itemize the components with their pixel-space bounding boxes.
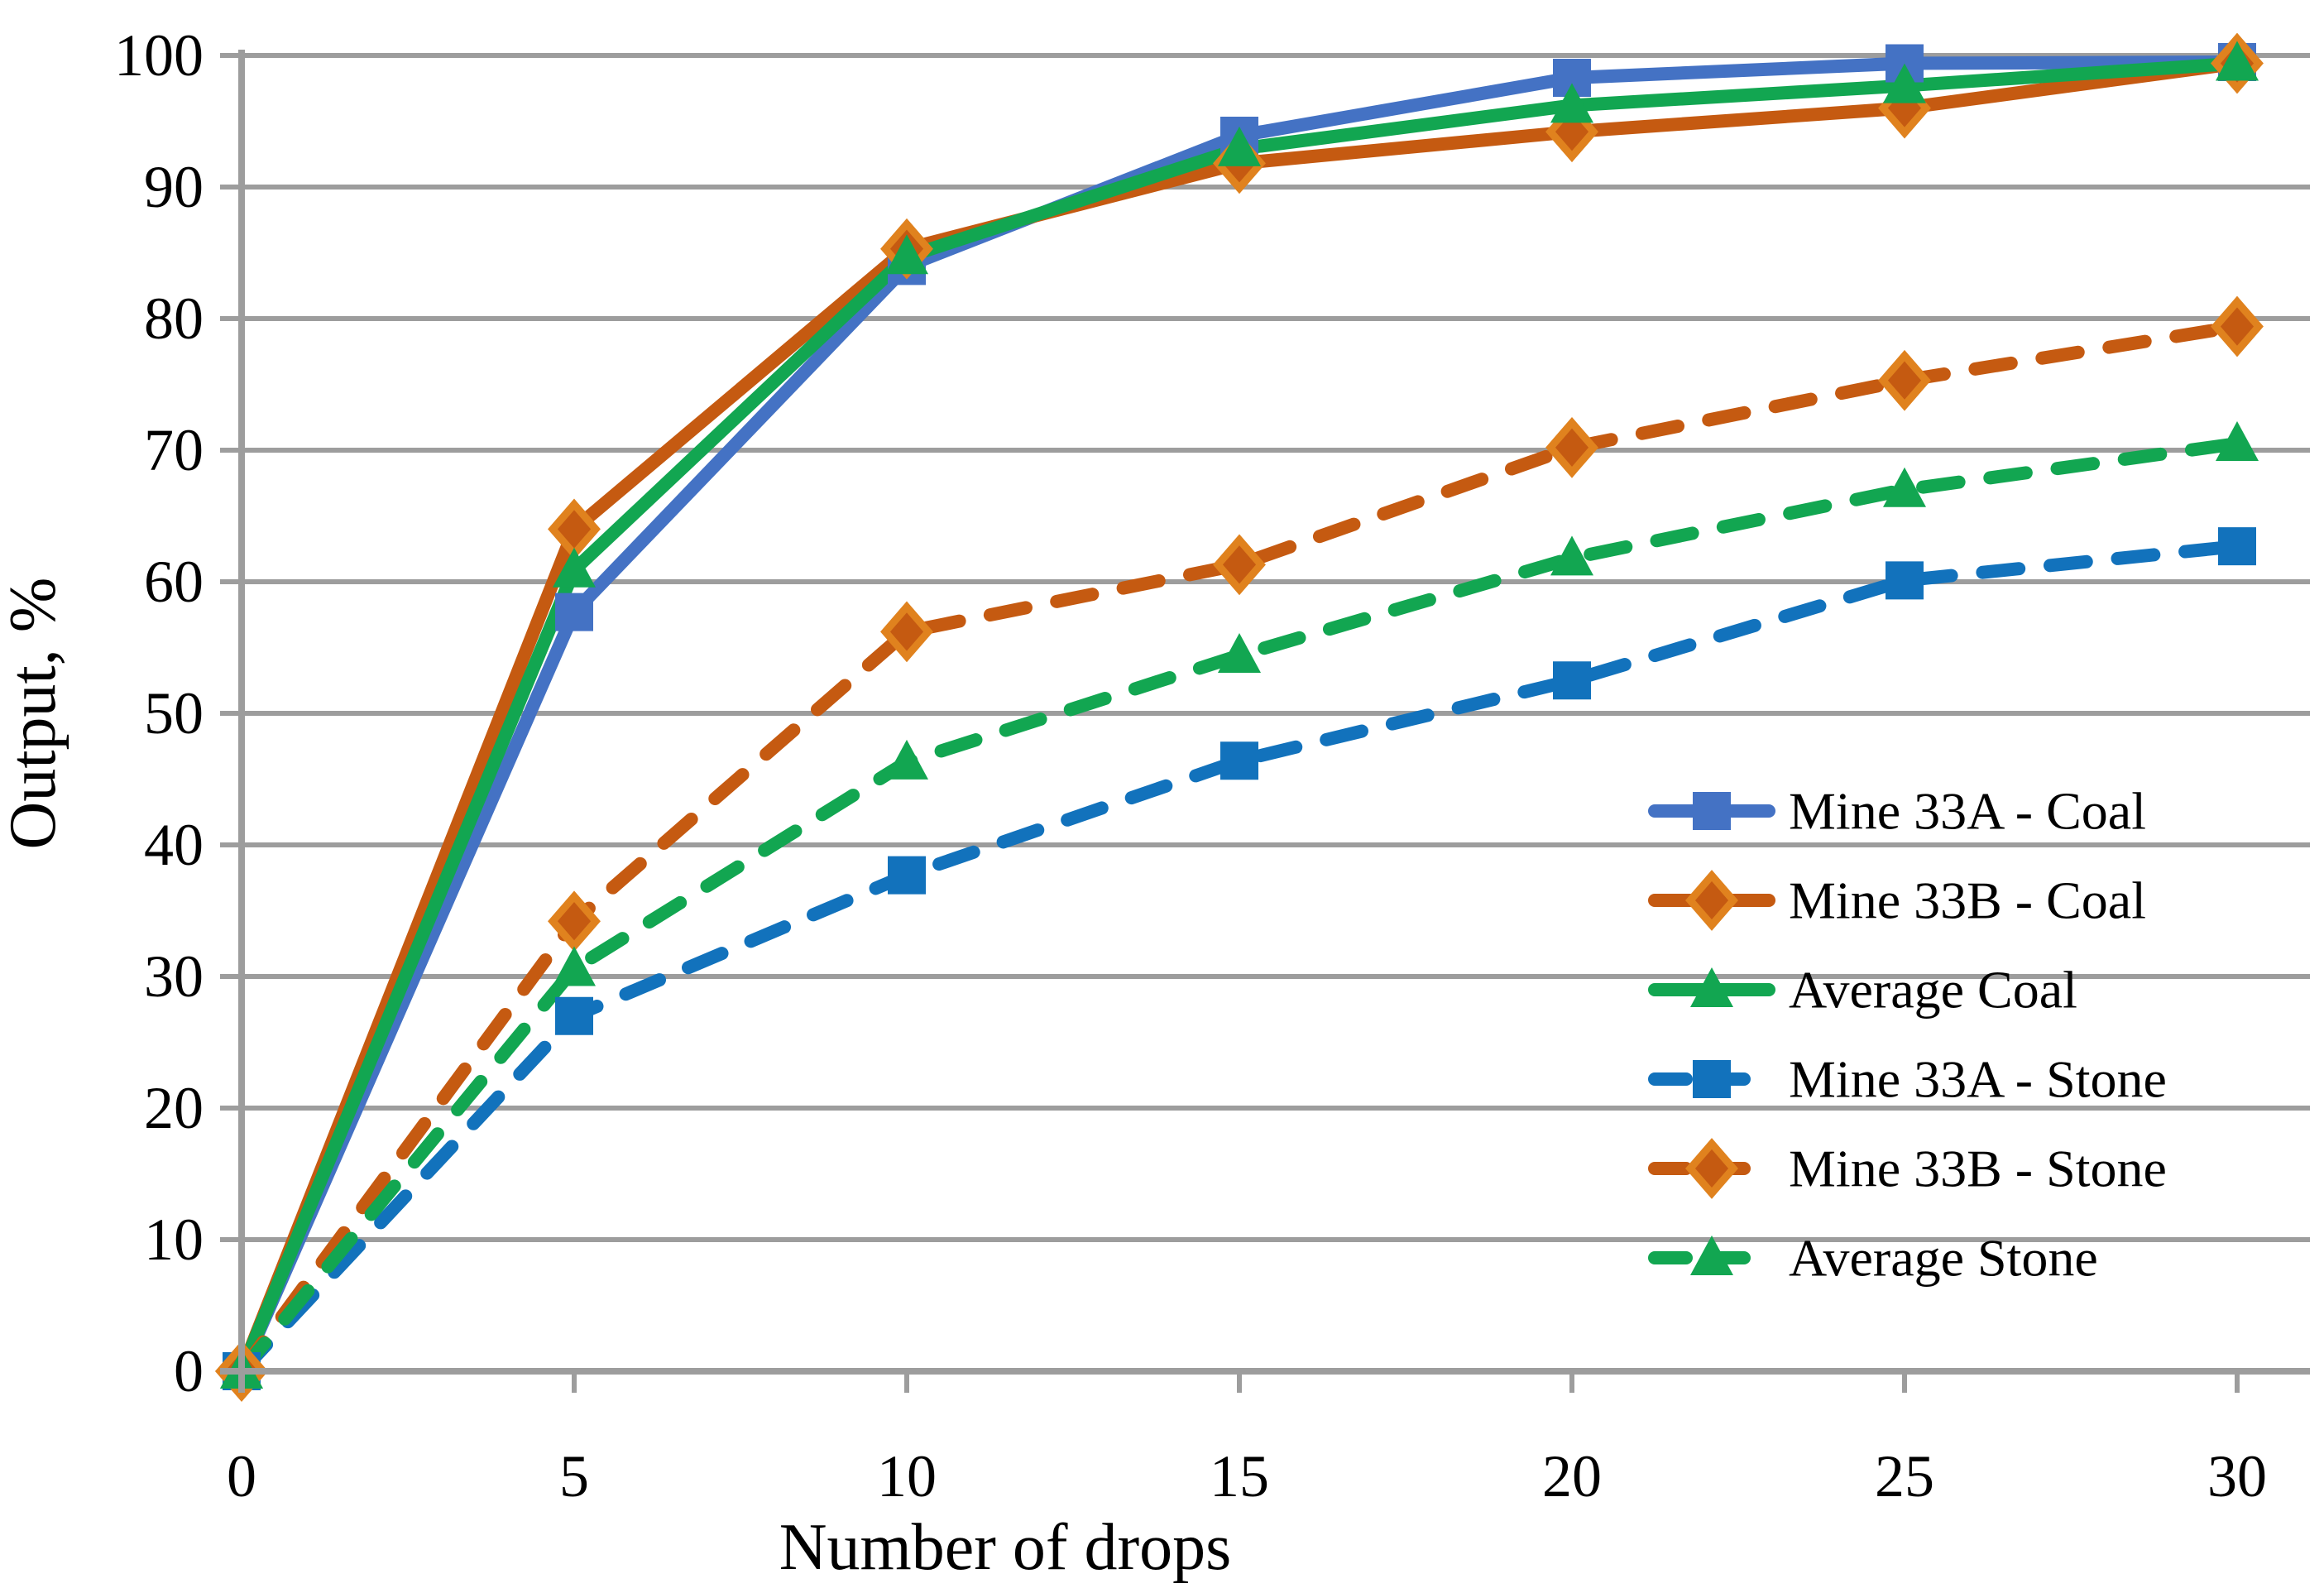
marker-diamond-s4-p2	[880, 601, 933, 663]
legend-item-1: Mine 33B - Coal	[1648, 870, 2146, 931]
y-axis-title: Output, %	[0, 578, 69, 850]
y-tick-label-90: 90	[144, 154, 204, 220]
legend-marker-1	[1685, 870, 1738, 931]
x-tick-label-25: 25	[1875, 1443, 1934, 1509]
series-markers	[215, 32, 2264, 1402]
x-tick-label-10: 10	[877, 1443, 937, 1509]
marker-triangle-s5-p3	[1218, 633, 1261, 674]
marker-triangle-s5-p2	[885, 739, 928, 780]
y-tick-label-60: 60	[144, 549, 204, 615]
marker-triangle-s2-p3	[1218, 126, 1261, 166]
marker-triangle-s5-p1	[553, 946, 596, 986]
marker-triangle-s5-p6	[2216, 421, 2259, 462]
marker-triangle-s5-p5	[1883, 467, 1926, 507]
legend-label-4: Mine 33B - Stone	[1789, 1140, 2167, 1198]
marker-square-s3-p5	[1886, 561, 1924, 600]
legend-item-2: Average Coal	[1648, 961, 2077, 1020]
marker-square-s3-p1	[555, 996, 593, 1035]
x-tick-label-15: 15	[1210, 1443, 1269, 1509]
marker-diamond-s4-p3	[1213, 534, 1266, 596]
legend-item-3: Mine 33A - Stone	[1648, 1050, 2167, 1109]
x-tick-label-20: 20	[1542, 1443, 1602, 1509]
marker-triangle-s2-p6	[2216, 41, 2259, 81]
legend-marker-2	[1690, 967, 1733, 1007]
y-tick-label-0: 0	[174, 1338, 204, 1404]
legend-label-5: Average Stone	[1789, 1229, 2098, 1288]
x-axis-title: Number of drops	[779, 1511, 1232, 1584]
legend-marker-3	[1693, 1060, 1731, 1098]
legend-label-2: Average Coal	[1789, 961, 2077, 1020]
y-tick-label-50: 50	[144, 680, 204, 746]
marker-square-s3-p6	[2218, 527, 2256, 566]
y-tick-label-80: 80	[144, 285, 204, 352]
marker-triangle-s2-p2	[885, 234, 928, 275]
legend-item-5: Average Stone	[1648, 1229, 2098, 1288]
y-tick-label-30: 30	[144, 943, 204, 1010]
marker-square-s0-p5	[1886, 44, 1924, 83]
legend-marker-5	[1690, 1236, 1733, 1275]
y-tick-label-70: 70	[144, 417, 204, 483]
marker-diamond-s4-p6	[2211, 295, 2264, 357]
y-tick-label-100: 100	[114, 22, 204, 89]
x-tick-label-30: 30	[2207, 1443, 2267, 1509]
x-tick-label-0: 0	[227, 1443, 256, 1509]
legend: Mine 33A - Coal Mine 33B - Coal Average Co…	[1648, 782, 2167, 1288]
marker-diamond-s4-p5	[1878, 349, 1931, 411]
legend-label-1: Mine 33B - Coal	[1789, 871, 2146, 930]
marker-square-s3-p4	[1553, 661, 1591, 700]
marker-square-s0-p1	[555, 593, 593, 631]
legend-item-0: Mine 33A - Coal	[1648, 782, 2146, 841]
marker-square-s3-p2	[888, 856, 926, 895]
legend-item-4: Mine 33B - Stone	[1648, 1138, 2167, 1199]
tick-labels: 0 10 20 30 40 50 60 70 80 90 100 0 5 10 15 20 25 30	[114, 22, 2267, 1509]
marker-diamond-s4-p4	[1545, 416, 1598, 478]
legend-marker-0	[1693, 792, 1731, 830]
axes	[220, 50, 2310, 1393]
legend-marker-4	[1685, 1138, 1738, 1199]
marker-triangle-s2-p5	[1883, 63, 1926, 103]
marker-diamond-s4-p1	[548, 890, 601, 952]
marker-triangle-s5-p4	[1550, 535, 1593, 576]
y-tick-label-40: 40	[144, 812, 204, 878]
x-tick-label-5: 5	[559, 1443, 589, 1509]
legend-label-0: Mine 33A - Coal	[1789, 782, 2146, 841]
marker-triangle-s2-p4	[1550, 83, 1593, 123]
marker-square-s3-p3	[1220, 741, 1258, 780]
legend-label-3: Mine 33A - Stone	[1789, 1050, 2167, 1109]
marker-square-s0-p4	[1553, 59, 1591, 98]
marker-triangle-s2-p1	[553, 547, 596, 588]
y-tick-label-10: 10	[144, 1207, 204, 1273]
y-tick-label-20: 20	[144, 1075, 204, 1141]
